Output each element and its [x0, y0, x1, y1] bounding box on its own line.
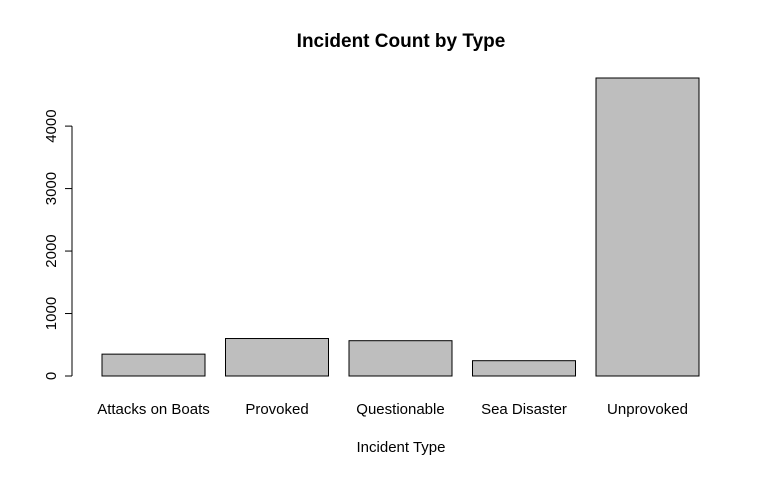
y-axis: 0 1000 2000 3000 4000: [43, 109, 73, 380]
y-tick-label: 4000: [43, 109, 60, 142]
chart-title: Incident Count by Type: [297, 31, 506, 52]
y-tick-label: 1000: [43, 297, 60, 330]
y-tick-label: 2000: [43, 234, 60, 267]
bar-attacks-on-boats: [101, 353, 206, 377]
bar-sea-disaster: [472, 360, 576, 377]
bar-unprovoked: [595, 77, 700, 377]
x-axis-labels: Attacks on Boats Provoked Questionable Sea …: [97, 401, 688, 418]
bar-provoked: [225, 338, 329, 377]
x-tick-label: Provoked: [245, 401, 308, 418]
y-tick-label: 3000: [43, 172, 60, 205]
x-axis-title: Incident Type: [357, 439, 446, 456]
y-tick-label: 0: [43, 372, 60, 380]
bar-questionable: [348, 340, 453, 377]
x-tick-label: Attacks on Boats: [97, 401, 210, 418]
bars-group: [101, 77, 700, 377]
x-tick-label: Questionable: [356, 401, 444, 418]
x-tick-label: Unprovoked: [607, 401, 688, 418]
x-tick-label: Sea Disaster: [481, 401, 567, 418]
